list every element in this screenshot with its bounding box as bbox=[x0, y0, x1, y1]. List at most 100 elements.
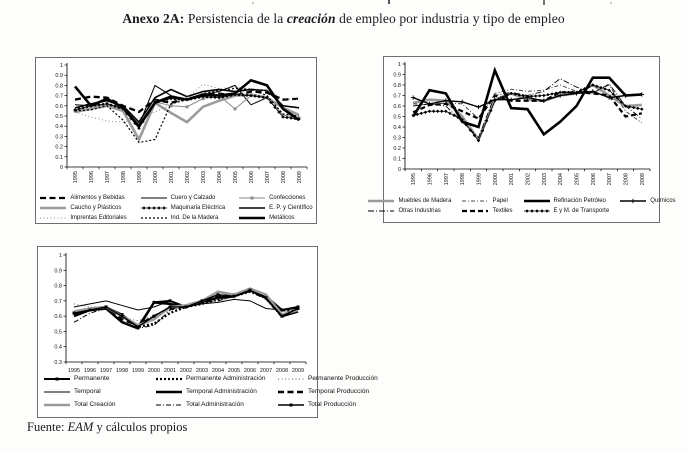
series-marker bbox=[493, 99, 497, 103]
chart-employment-type: 1 0.9 0.8 0.7 0.6 0.5 0.4 0.3 1995 1996 1997 1998 19… bbox=[37, 246, 378, 418]
series-marker bbox=[513, 92, 517, 96]
legend-item: Cuero y Calzado bbox=[140, 194, 225, 202]
axis-tick-label: 2001 bbox=[169, 171, 175, 183]
axis-tick-label: 1998 bbox=[460, 173, 466, 185]
axis-tick-label: 2001 bbox=[164, 368, 176, 374]
axis-tick-label: 2000 bbox=[148, 368, 160, 374]
legend-item: Textiles bbox=[461, 207, 513, 215]
series-marker bbox=[281, 115, 285, 119]
series-marker bbox=[480, 128, 485, 133]
legend-line-sample bbox=[368, 199, 395, 203]
page-crop-artifact bbox=[252, 2, 254, 4]
axis-tick-label: 2002 bbox=[185, 171, 191, 183]
axis-tick-label: 1996 bbox=[84, 368, 96, 374]
series-marker bbox=[248, 288, 252, 292]
legend-item: Total Creación bbox=[43, 401, 151, 409]
legend-label: E. P. y Científico bbox=[269, 205, 313, 211]
axis-tick-label: 1 bbox=[398, 62, 401, 68]
series-marker bbox=[639, 92, 645, 97]
legend-label: Químicos bbox=[650, 198, 676, 204]
page-crop-artifact bbox=[388, 0, 390, 4]
legend-line-sample bbox=[40, 217, 67, 219]
series-marker bbox=[105, 102, 109, 106]
axis-tick-label: 0.8 bbox=[393, 83, 401, 89]
series-marker bbox=[636, 106, 640, 111]
title-text-1: Persistencia de la bbox=[184, 11, 287, 26]
series-marker bbox=[472, 133, 477, 138]
series-marker bbox=[168, 305, 172, 309]
legend-item: Permanente Producción bbox=[277, 375, 378, 383]
legend-item: Temporal bbox=[43, 388, 151, 396]
series-marker bbox=[410, 95, 416, 100]
series-marker bbox=[538, 94, 542, 98]
series-marker bbox=[136, 325, 140, 329]
series-marker bbox=[162, 206, 166, 210]
series-marker bbox=[281, 113, 285, 117]
series-marker bbox=[419, 111, 424, 116]
series-marker bbox=[431, 109, 436, 113]
series-marker bbox=[599, 85, 603, 90]
series-marker bbox=[173, 97, 177, 101]
series-marker bbox=[411, 113, 415, 118]
series-marker bbox=[120, 313, 124, 317]
axis-tick-label: 0.7 bbox=[393, 94, 401, 100]
legend-item: Maquinaria Eléctrica bbox=[140, 204, 225, 212]
axis-tick-label: 2006 bbox=[591, 173, 597, 185]
legend-item: Permanente bbox=[43, 375, 151, 383]
chart-3-legend: Permanente Permanente Administración Perma… bbox=[33, 375, 378, 409]
series-marker bbox=[269, 100, 273, 105]
series-marker bbox=[169, 96, 173, 101]
legend-label: Papel bbox=[492, 198, 508, 204]
legend-line-sample bbox=[140, 197, 167, 199]
series-marker bbox=[460, 117, 464, 122]
source-note: Fuente: EAM y cálculos propios bbox=[27, 420, 187, 435]
legend-label: Total Producción bbox=[308, 401, 357, 408]
legend-line-sample bbox=[523, 199, 550, 203]
axis-tick-label: 0.8 bbox=[55, 83, 63, 89]
legend-line-sample bbox=[156, 404, 182, 406]
series-marker bbox=[285, 115, 289, 120]
axis-tick-label: 0 bbox=[60, 165, 63, 171]
legend-label: Temporal Administración bbox=[186, 388, 257, 395]
series-marker bbox=[101, 102, 105, 106]
series-marker bbox=[157, 206, 161, 210]
axis-tick-label: 0.8 bbox=[54, 284, 62, 290]
series-marker bbox=[509, 91, 513, 96]
legend-line-sample bbox=[140, 217, 167, 219]
axis-tick-label: 0.2 bbox=[393, 146, 401, 152]
legend-label: Temporal Producción bbox=[308, 388, 370, 395]
series-marker bbox=[623, 93, 628, 98]
legend-label: Cuero y Calzado bbox=[170, 195, 216, 201]
series-marker bbox=[534, 209, 539, 213]
series-marker bbox=[435, 109, 440, 113]
series-marker bbox=[484, 119, 489, 123]
series-marker bbox=[142, 206, 146, 210]
axis-tick-label: 2006 bbox=[244, 368, 256, 374]
legend-line-sample bbox=[239, 216, 266, 220]
series-marker bbox=[197, 95, 201, 100]
series-marker bbox=[104, 305, 108, 309]
legend-line-sample bbox=[523, 209, 550, 213]
axis-tick-label: 1996 bbox=[428, 173, 434, 185]
series-marker bbox=[524, 209, 529, 213]
axis-tick-label: 0.5 bbox=[393, 115, 401, 121]
axis-tick-label: 2008 bbox=[281, 171, 287, 183]
series-marker bbox=[72, 311, 76, 315]
source-label: Fuente: bbox=[27, 420, 68, 434]
series-marker bbox=[623, 104, 628, 108]
page-crop-artifact bbox=[610, 2, 612, 4]
series-marker bbox=[464, 123, 468, 127]
series-marker bbox=[468, 128, 473, 132]
chart-industry-creation-2: 1 0.9 0.8 0.7 0.6 0.5 0.4 0.3 0.2 0.1 0 1995 1996 199… bbox=[368, 56, 676, 223]
series-marker bbox=[456, 115, 460, 120]
series-marker bbox=[550, 92, 554, 96]
series-marker bbox=[415, 112, 419, 117]
legend-label: Metálicos bbox=[269, 215, 295, 221]
axis-tick-label: 0.4 bbox=[393, 125, 401, 131]
legend-line-sample bbox=[44, 403, 70, 407]
axis-tick-label: 1996 bbox=[89, 171, 95, 183]
axis-tick-label: 2008 bbox=[624, 173, 630, 185]
series-marker bbox=[169, 104, 173, 108]
series-marker bbox=[273, 105, 277, 110]
axis-tick-label: 2009 bbox=[297, 171, 303, 183]
